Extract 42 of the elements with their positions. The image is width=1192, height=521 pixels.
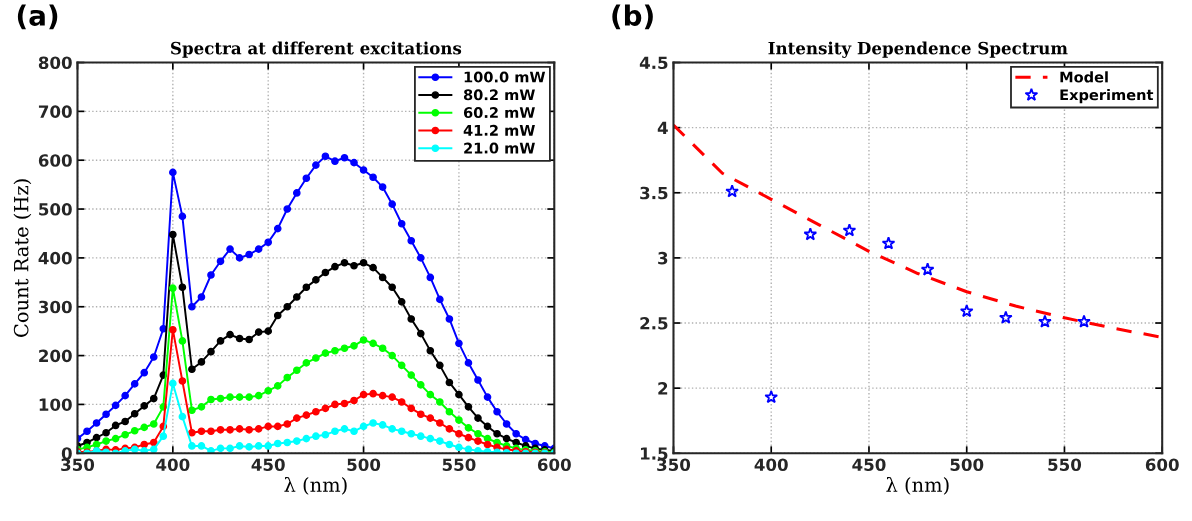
y-tick-label: 400 xyxy=(38,251,72,265)
x-tick-label: 500 xyxy=(347,458,381,472)
y-tick-label: 700 xyxy=(38,105,72,118)
y-tick-label: 200 xyxy=(39,349,72,363)
text: (b) xyxy=(612,4,653,30)
x-tick-label: 550 xyxy=(1048,458,1082,472)
x-tick-label: 450 xyxy=(251,458,285,472)
x-tick-label: 600 xyxy=(537,458,571,472)
y-tick-label: 4 xyxy=(657,121,668,134)
legend-label: 21.0 mW xyxy=(464,142,535,154)
x-tick-label: 550 xyxy=(442,458,476,472)
chart-title: Spectra at different excitations xyxy=(171,41,462,58)
x-tick-label: 400 xyxy=(754,458,788,472)
x-tick-label: 400 xyxy=(156,458,190,472)
x-tick-label: 350 xyxy=(657,458,691,472)
x-axis-title: λ (nm) xyxy=(284,476,347,495)
x-tick-label: 350 xyxy=(61,458,95,472)
x-tick-label: 450 xyxy=(852,458,886,472)
y-tick-label: 2.5 xyxy=(640,316,668,330)
y-tick-label: 3.5 xyxy=(640,186,668,200)
text: (a) xyxy=(17,4,58,30)
legend-label: 41.2 mW xyxy=(463,124,535,136)
legend-label: 80.2 mW xyxy=(463,89,535,101)
y-tick-label: 0 xyxy=(61,447,72,460)
y-tick-label: 100 xyxy=(39,398,72,411)
x-tick-label: 500 xyxy=(950,458,984,472)
y-tick-label: 4.5 xyxy=(639,56,668,70)
y-tick-label: 2 xyxy=(658,382,668,395)
x-tick-label: 600 xyxy=(1145,458,1179,472)
chart-title: Intensity Dependence Spectrum xyxy=(768,41,1068,58)
y-tick-label: 600 xyxy=(38,154,72,167)
legend-label: 100.0 mW xyxy=(464,71,546,83)
legend-label: 60.2 mW xyxy=(463,107,535,119)
y-tick-label: 300 xyxy=(38,300,72,314)
y-tick-label: 1.5 xyxy=(640,447,668,460)
y-tick-label: 3 xyxy=(658,251,668,265)
x-axis-title: λ (nm) xyxy=(886,476,949,495)
legend-label: Model xyxy=(1060,71,1108,83)
y-tick-label: 500 xyxy=(39,203,72,216)
y-tick-label: 800 xyxy=(38,56,72,70)
legend-label: Experiment xyxy=(1060,89,1154,104)
y-axis-title: Count Rate (Hz) xyxy=(13,179,32,337)
